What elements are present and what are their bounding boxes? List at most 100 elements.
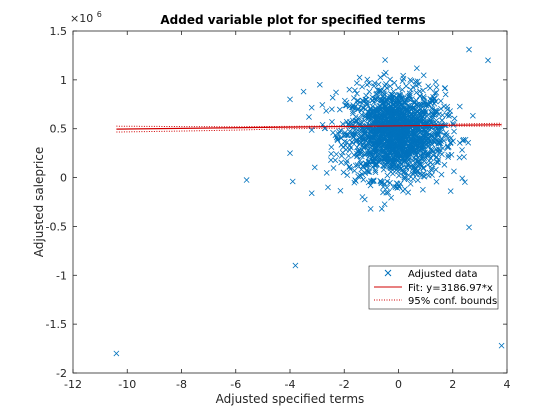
data-point [357,127,364,134]
x-tick-label: 0 [395,378,402,391]
data-point [446,111,453,118]
data-point [300,88,307,95]
fit-line-segment [116,124,502,130]
legend-data-label: Adjusted data [408,269,477,280]
data-point [367,205,374,212]
data-point [408,145,415,152]
data-point [381,71,388,78]
data-point [424,153,431,159]
data-point [420,146,427,153]
data-point [353,129,359,135]
data-point [362,170,368,176]
data-point [382,117,389,123]
data-point [379,133,386,140]
data-point [329,118,335,125]
data-point [406,90,413,97]
data-point [431,90,438,97]
data-point [434,125,441,131]
data-point [422,149,429,156]
data-point [333,89,339,96]
data-point [308,127,315,133]
data-point [415,115,421,122]
data-point [385,100,392,107]
data-point [292,262,299,269]
data-point [409,105,416,112]
data-point [419,186,426,193]
data-point [341,97,348,104]
data-point [430,93,437,100]
data-point [438,123,445,129]
data-point [287,150,293,157]
data-point [365,168,372,175]
data-point [402,99,408,106]
data-point [461,153,467,160]
data-point [353,137,360,144]
x-tick-label: -8 [176,378,187,391]
data-point [349,117,356,124]
data-point [416,88,423,95]
data-point [404,95,411,102]
y-tick-label: -0.5 [46,220,67,233]
conf-bound-upper [116,122,502,128]
data-point [345,152,352,159]
data-point [410,84,416,91]
data-point [346,86,353,93]
data-point [420,72,427,79]
data-point [378,105,385,112]
data-point [356,150,362,157]
data-point [413,146,420,152]
y-tick-label: 0 [60,172,67,185]
data-point [403,169,410,176]
data-point [419,127,425,134]
x-axis-title: Adjusted specified terms [216,392,365,406]
data-point [393,164,400,170]
data-point [319,102,326,108]
data-point [401,169,408,176]
data-point [456,103,463,110]
data-point [431,95,437,102]
data-point [359,122,366,129]
data-point [352,87,358,94]
data-point [417,123,424,130]
data-point [436,146,443,153]
data-point [427,132,434,139]
data-point [411,104,418,111]
data-point [361,117,368,124]
data-point [357,129,364,136]
data-point [425,139,432,146]
data-point [413,156,419,162]
data-point [416,158,423,165]
data-point [417,152,424,159]
data-point [456,140,463,146]
data-point [338,159,345,166]
y-tick-label: 1.5 [50,25,68,38]
data-point [377,148,384,155]
data-point [388,194,395,201]
data-point [378,205,385,212]
data-point [362,106,369,113]
data-point [441,85,448,92]
data-point [366,133,373,140]
data-point [372,105,379,112]
data-point [363,92,370,99]
data-point [338,141,345,148]
data-point [409,116,415,123]
data-point [342,129,348,136]
data-point [416,135,423,142]
data-point [399,143,406,150]
data-point [408,143,414,150]
data-point [408,78,415,84]
data-point [403,152,409,159]
data-point [365,179,372,186]
data-point [423,130,430,137]
data-point [367,106,374,112]
data-point [339,121,346,127]
data-point [397,128,404,134]
data-point [369,178,376,184]
data-point [395,102,401,109]
data-point [329,94,336,101]
data-point [438,171,445,178]
data-point [323,107,330,114]
data-point [392,110,399,117]
